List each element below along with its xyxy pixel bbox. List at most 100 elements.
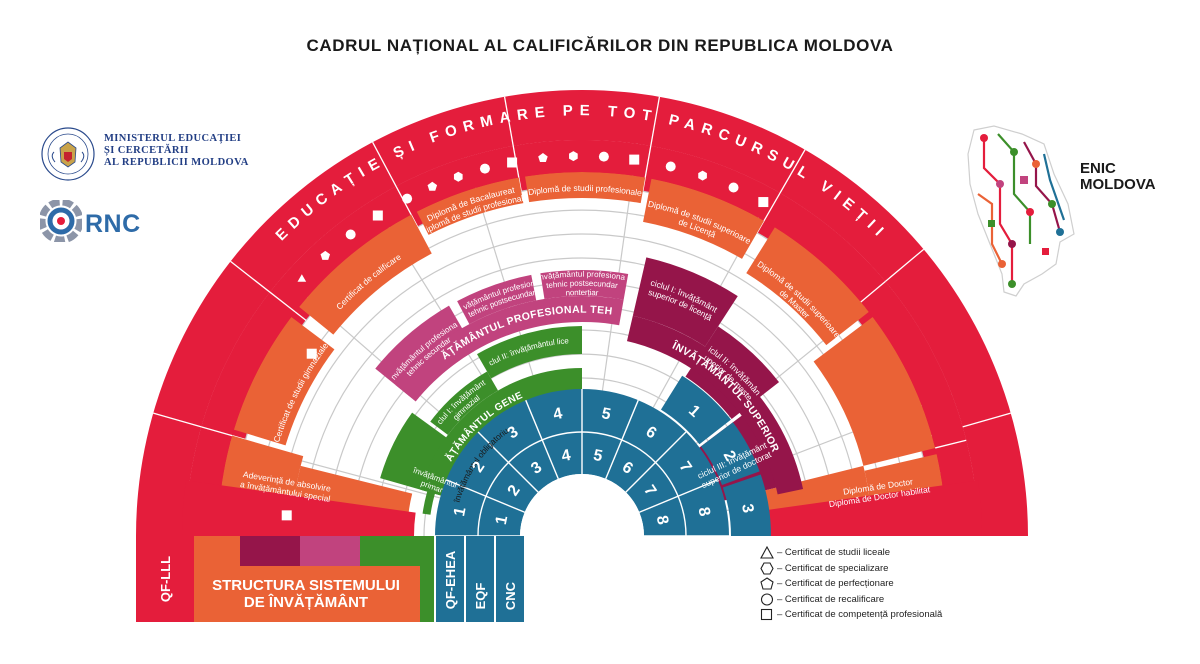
legend-item: – Certificat de perfecționare [760,576,942,592]
red-side-column [182,480,416,536]
eqf-level-cell [525,389,582,440]
orange-cell [416,177,524,235]
enic-line-2: MOLDOVA [1080,176,1156,193]
cnc-label: CNC [503,581,518,610]
cnc-level-label: 1 [493,514,511,526]
pentagon-icon [538,153,548,163]
ministry-name-line-2: ȘI CERCETĂRII [104,145,189,156]
cnc-level-cell [582,432,622,479]
page-title: CADRUL NAȚIONAL AL CALIFICĂRILOR DIN REP… [306,36,894,55]
eqf-level-cell [478,400,543,463]
ministry-emblem [40,126,96,187]
cnc-level-cell [625,462,679,513]
eqf-level-label: 1 [451,506,469,518]
legend-label: – Certificat de studii liceale [777,547,890,559]
profesional-band [395,296,624,402]
square-icon [629,154,640,165]
square-icon [306,348,317,359]
profesional-cell [375,305,475,402]
qf-ehea-cell [700,422,760,486]
structura-green-swatch [360,536,420,566]
red-mid-divider [269,291,296,313]
ministry-name-line-3: AL REPUBLICII MOLDOVA [104,157,249,168]
qf-lll-box [136,536,194,622]
cnc-level-cell [605,439,656,493]
orange-cell [299,214,432,335]
qf-lll-label: QF-LLL [158,556,173,602]
circle-icon [402,193,413,204]
cnc-level-cell [508,439,559,493]
structura-label: STRUCTURA SISTEMULUI DE ÎNVĂȚĂMÂNT [212,577,400,611]
rnc-logo-icon [38,198,84,247]
red-mid-divider [201,426,233,437]
enic-map-logo [964,124,1076,305]
red-mid-divider [644,145,652,178]
eqf-level-cell [678,479,729,536]
red-band [136,90,1028,536]
hexagon-icon [569,151,578,162]
eqf-level-cell [655,432,718,497]
circle-icon [345,229,356,240]
hexagon-icon [760,562,774,575]
profesional-cell [540,270,629,300]
red-mid-divider [763,192,781,222]
orange-cell [813,316,936,466]
legend-label: – Certificat de perfecționare [777,578,894,590]
eqf-level-cell [582,389,639,440]
cnc-level-cell [485,462,539,513]
square-icon [507,157,518,168]
cnc-level-label: 5 [592,447,604,465]
circle-icon [479,163,490,174]
circle-icon [598,151,609,162]
pentagon-icon [320,250,331,260]
eqf-level-cell [435,479,486,536]
eqf-level-label: 4 [552,405,564,423]
triangle-icon [760,546,774,559]
legend: – Certificat de studii liceale – Certifi… [760,545,942,623]
orange-cell [746,227,869,346]
eqf-box [466,536,494,622]
grid-ring [303,257,861,537]
pentagon-icon [427,181,438,191]
legend-item: – Certificat de competență profesională [760,607,942,623]
square-icon [281,510,292,521]
cnc-level-cell [639,496,686,536]
ministry-name-line-1: MINISTERUL EDUCAȚIEI [104,133,242,144]
cnc-box [496,536,524,622]
legend-label: – Certificat de competență profesională [777,609,943,621]
eqf-level-cell [621,400,686,463]
cnc-level-cell [542,432,582,479]
superior-cell [632,257,738,347]
bands-layer [136,96,1011,622]
cnc-level-label: 8 [653,514,671,526]
pentagon-icon [760,577,774,590]
circle-icon [760,593,774,606]
circle-icon [728,182,739,193]
general-cell [477,326,582,379]
superior-band [626,315,804,495]
structura-maroon-swatch [240,536,300,566]
hexagon-icon [453,171,463,182]
legend-item: – Certificat de recalificare [760,592,942,608]
rnc-logo-text: RNC [85,210,141,238]
profesional-cell [457,274,537,325]
legend-label: – Certificat de specializare [777,562,889,574]
legend-item: – Certificat de studii liceale [760,545,942,561]
obligatoriu-swatch [420,536,434,622]
qf-ehea-cell [722,474,771,536]
orange-cell [643,178,764,259]
hexagon-icon [698,170,707,181]
eqf-label: EQF [473,583,488,610]
structura-pink-swatch [300,536,360,566]
qf-ehea-cell [660,375,731,445]
level-ring [477,431,687,537]
legend-label: – Certificat de recalificare [777,593,885,605]
enic-logo-text: ENIC MOLDOVA [1080,161,1156,193]
triangle-icon [297,274,307,282]
eqf-level-label: 8 [694,506,712,518]
ministry-name: MINISTERUL EDUCAȚIEI ȘI CERCETĂRII AL RE… [104,133,249,169]
center-hole [520,474,644,536]
cnc-level-cell [478,496,525,536]
orange-cell [525,172,646,204]
